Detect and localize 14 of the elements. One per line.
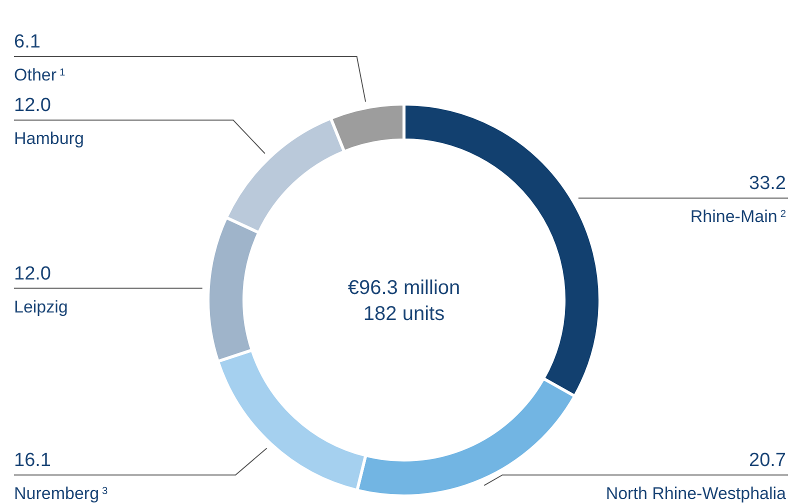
slice-label: Other$^{1}$ [14,66,66,85]
data-label: 33.2 [749,173,786,194]
text: 182 units [363,303,445,325]
data-label: 6.1 [14,32,40,53]
text: €96.3 million [348,277,460,299]
data-label: 12.0 [14,263,51,284]
slice-label: Rhine-Main$^{2}$ [690,207,786,226]
data-label: 20.7 [749,450,786,471]
slice-label: North Rhine-Westphalia [606,484,787,503]
slice-label: Nuremberg$^{3}$ [14,484,108,503]
data-label: 16.1 [14,450,51,471]
slice-label: Leipzig [14,297,68,316]
slice-label: Hamburg [14,129,84,148]
data-label: 12.0 [14,95,51,116]
